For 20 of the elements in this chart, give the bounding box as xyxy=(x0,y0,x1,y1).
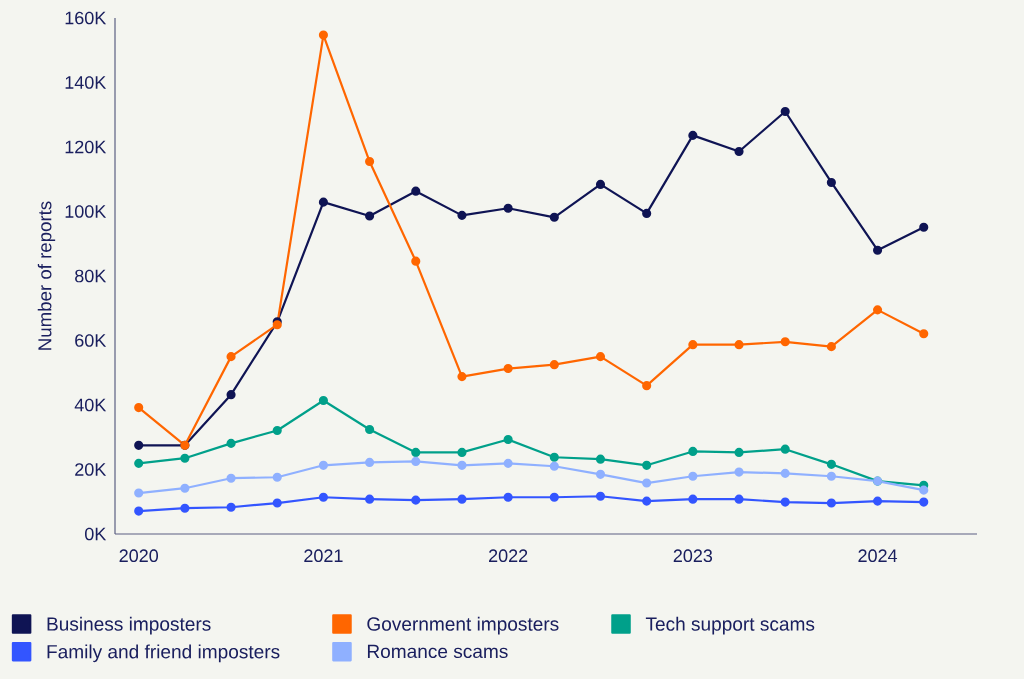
y-tick-label: 60K xyxy=(75,334,107,347)
legend-label: Family and friend imposters xyxy=(47,644,280,663)
y-axis-title: Number of reports xyxy=(37,201,56,350)
y-tick-label: 40K xyxy=(74,398,107,412)
x-tick-label: 2022 xyxy=(489,549,528,563)
legend-label: Business imposters xyxy=(47,616,211,635)
x-tick-label: 2021 xyxy=(304,549,343,563)
legend-label: Government imposters xyxy=(367,616,559,635)
y-tick-label: 80K xyxy=(75,269,107,283)
x-tick-label: 2020 xyxy=(119,549,159,563)
y-tick-label: 20K xyxy=(75,463,107,476)
y-tick-label: 160K xyxy=(65,11,107,25)
y-tick-label: 100K xyxy=(65,205,107,218)
y-tick-label: 120K xyxy=(65,140,107,154)
x-tick-label: 2024 xyxy=(858,549,898,563)
y-tick-label: 140K xyxy=(65,76,107,89)
legend-label: Romance scams xyxy=(367,644,508,659)
y-tick-label: 0K xyxy=(85,527,107,541)
x-tick-label: 2023 xyxy=(673,549,713,563)
legend-label: Tech support scams xyxy=(645,616,815,635)
